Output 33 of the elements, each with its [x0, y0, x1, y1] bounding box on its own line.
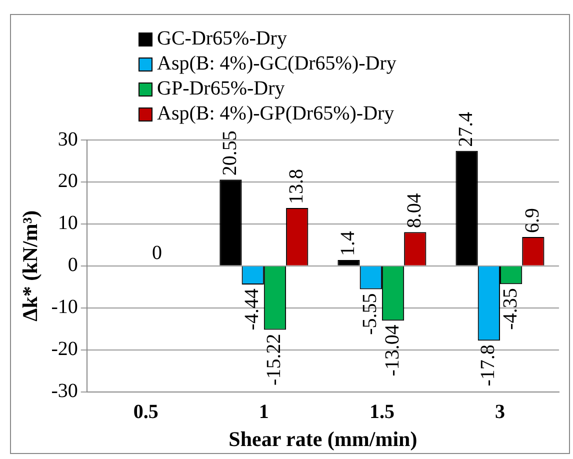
y-axis-title: Δk* (kN/m³)	[18, 210, 42, 322]
data-label: -4.44	[241, 288, 264, 330]
x-tick-label: 1	[258, 400, 269, 423]
data-label: -15.22	[263, 334, 286, 386]
data-label: 27.4	[455, 112, 478, 147]
y-tick-label: 30	[58, 128, 78, 150]
y-tick-label: 10	[58, 212, 78, 234]
legend-label: Asp(B: 4%)-GP(Dr65%)-Dry	[157, 102, 394, 124]
x-tick-label: 1.5	[369, 400, 394, 423]
data-label: -4.35	[499, 288, 522, 330]
bar	[220, 180, 242, 266]
data-label: -13.04	[381, 324, 404, 376]
y-tick-label: 20	[58, 170, 78, 192]
y-tick-label: -20	[51, 338, 78, 360]
data-label: 0	[152, 242, 162, 264]
data-label: -5.55	[359, 293, 382, 335]
data-label: 13.8	[285, 168, 308, 204]
y-tick-label: -10	[51, 296, 78, 318]
data-label: 8.04	[403, 193, 426, 228]
data-label: 6.9	[521, 208, 544, 233]
bar	[338, 260, 360, 266]
data-label: 20.55	[218, 130, 241, 176]
legend-label: GC-Dr65%-Dry	[157, 27, 287, 50]
y-tick-label: 0	[68, 254, 78, 276]
x-axis-title: Shear rate (mm/min)	[228, 426, 418, 451]
legend-label: Asp(B: 4%)-GC(Dr65%)-Dry	[157, 52, 396, 74]
data-label: -17.8	[477, 344, 500, 386]
x-tick-label: 0.5	[133, 400, 158, 423]
data-label: 1.4	[337, 231, 359, 256]
legend-label: GP-Dr65%-Dry	[157, 77, 285, 100]
y-tick-label: -30	[51, 380, 78, 402]
x-tick-label: 3	[494, 400, 505, 423]
bar	[456, 150, 478, 266]
